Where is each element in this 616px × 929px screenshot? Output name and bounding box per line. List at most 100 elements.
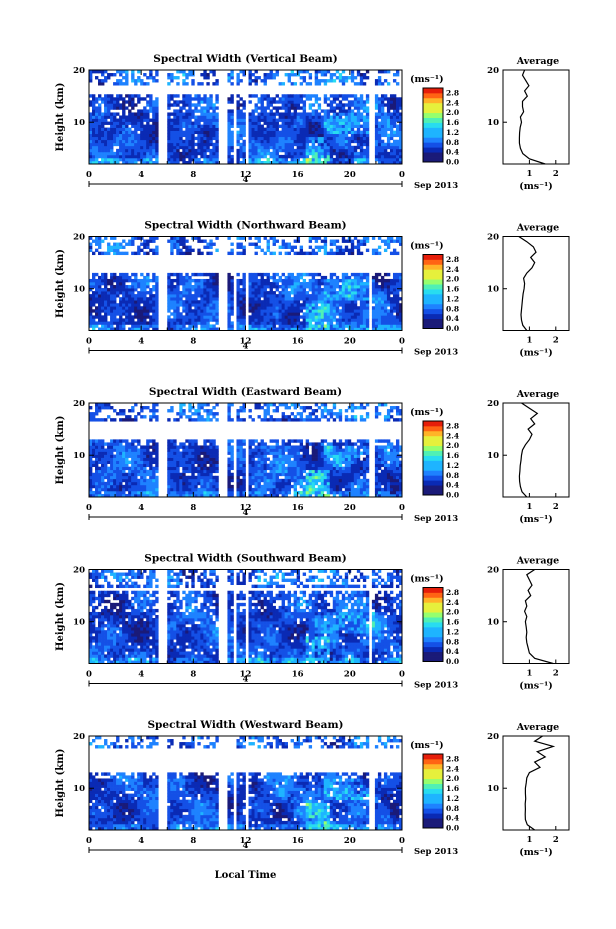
heatmap-cell (290, 321, 294, 325)
heatmap-cell (317, 245, 322, 249)
heatmap-cell (374, 248, 379, 253)
heatmap-cell (341, 294, 346, 298)
heatmap-cell (263, 309, 267, 313)
heatmap-cell (200, 406, 204, 410)
heatmap-cell (209, 318, 213, 322)
heatmap-cell (311, 145, 316, 150)
heatmap-cell (155, 415, 159, 419)
heatmap-cell (386, 154, 391, 159)
heatmap-cell (266, 115, 270, 119)
heatmap-cell (335, 251, 340, 256)
heatmap-cell (365, 272, 370, 277)
heatmap-cell (149, 145, 153, 150)
heatmap-cell (140, 121, 144, 125)
heatmap-cell (356, 142, 361, 147)
heatmap-cell (131, 239, 135, 243)
heatmap-cell (200, 291, 204, 295)
heatmap-cell (290, 139, 294, 144)
heatmap-cell (98, 70, 102, 74)
heatmap-cell (263, 109, 267, 113)
heatmap-cell (398, 312, 403, 316)
heatmap-cell (95, 248, 99, 253)
heatmap-cell (125, 487, 129, 492)
heatmap-cell (317, 103, 322, 107)
heatmap-cell (383, 79, 388, 83)
heatmap-cell (338, 297, 343, 301)
heatmap-cell (287, 115, 291, 119)
heatmap-cell (272, 278, 276, 283)
heatmap-cell (242, 285, 246, 289)
heatmap-cell (248, 124, 252, 128)
heatmap-cell (275, 281, 279, 286)
heatmap-cell (113, 82, 117, 86)
heatmap-cell (188, 442, 192, 446)
heatmap-cell (185, 315, 189, 319)
heatmap-cell (275, 133, 279, 138)
heatmap-cell (311, 303, 316, 307)
heatmap-cell (98, 442, 102, 446)
colorbar-tick-label: 2.4 (446, 265, 459, 274)
heatmap-cell (209, 139, 213, 144)
heatmap-cell (302, 142, 307, 147)
heatmap-cell (110, 318, 114, 322)
heatmap-cell (383, 294, 388, 298)
heatmap-cell (110, 97, 114, 101)
heatmap-cell (266, 300, 270, 304)
heatmap-cell (254, 291, 258, 295)
heatmap-cell (116, 478, 120, 483)
heatmap-cell (326, 294, 331, 298)
heatmap-cell (152, 288, 156, 292)
heatmap-cell (266, 124, 270, 128)
colorbar-frame (422, 87, 444, 163)
heatmap-cell (353, 312, 358, 316)
heatmap-cell (248, 70, 252, 74)
heatmap-cell (98, 124, 102, 128)
heatmap-cell (146, 315, 150, 319)
heatmap-cell (377, 272, 382, 277)
heatmap-cell (209, 154, 213, 159)
heatmap-cell (215, 97, 219, 101)
heatmap-cell (125, 151, 129, 156)
heatmap-cell (137, 463, 141, 468)
heatmap-cell (353, 291, 358, 295)
heatmap-cell (92, 154, 96, 159)
heatmap-cell (212, 154, 216, 159)
heatmap-cell (188, 145, 192, 150)
colorbar-unit: (ms⁻¹) (410, 241, 444, 252)
heatmap-cell (188, 475, 192, 480)
heatmap-cell (359, 312, 364, 316)
heatmap-cell (395, 309, 400, 313)
heatmap-cell (356, 151, 361, 156)
heatmap-cell (365, 154, 370, 159)
heatmap-cell (119, 442, 123, 446)
heatmap-cell (230, 300, 234, 304)
heatmap-cell (359, 291, 364, 295)
heatmap-cell (353, 275, 358, 280)
heatmap-cell (122, 139, 126, 144)
heatmap-cell (125, 481, 129, 486)
heatmap-cell (191, 148, 195, 153)
heatmap-cell (362, 291, 367, 295)
heatmap-cell (350, 324, 355, 328)
heatmap-cell (173, 121, 177, 125)
day-marker: 4 (243, 175, 249, 185)
heatmap-cell (173, 303, 177, 307)
heatmap-cell (365, 112, 370, 116)
heatmap-cell (188, 100, 192, 104)
heatmap-cell (323, 294, 328, 298)
heatmap-cell (305, 318, 310, 322)
heatmap-cell (122, 460, 126, 464)
heatmap-cell (137, 439, 141, 443)
heatmap-cell (290, 106, 294, 110)
heatmap-cell (263, 121, 267, 125)
heatmap-cell (215, 79, 219, 83)
heatmap-cell (344, 142, 349, 147)
heatmap-cell (191, 318, 195, 322)
heatmap-cell (293, 324, 298, 328)
heatmap-cell (335, 94, 340, 98)
heatmap-cell (167, 442, 171, 446)
heatmap-cell (104, 315, 108, 319)
heatmap-cell (248, 236, 252, 240)
heatmap-cell (392, 103, 397, 107)
heatmap-cell (323, 151, 328, 156)
